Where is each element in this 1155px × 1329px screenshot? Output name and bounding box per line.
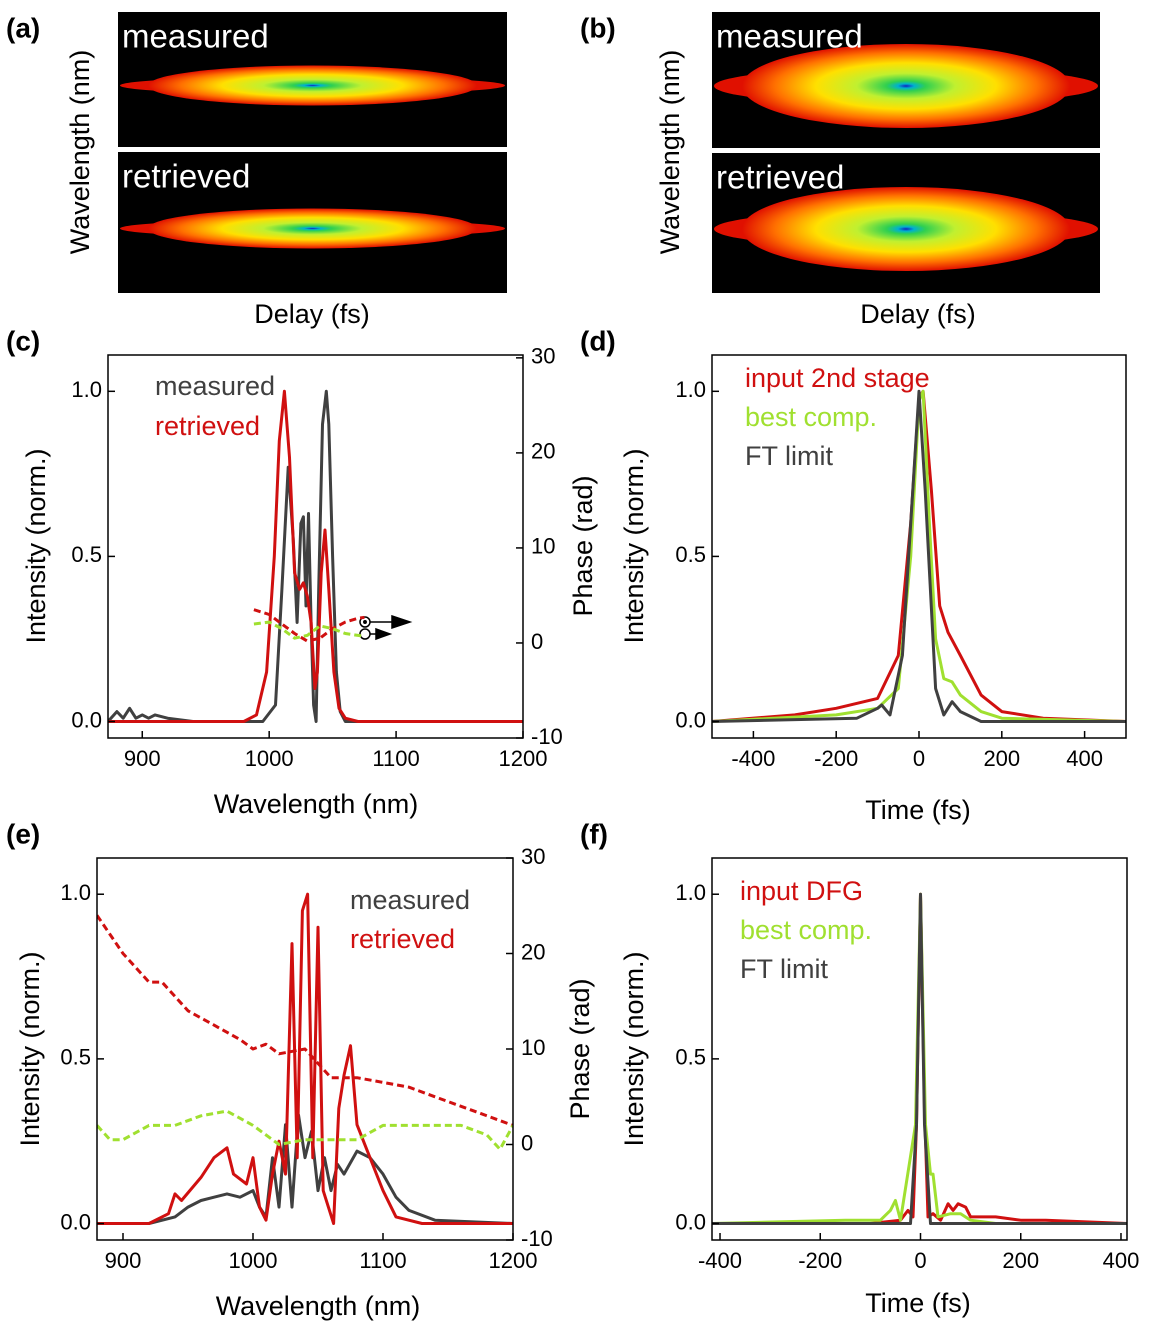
y-axis-label: Intensity (norm.) <box>21 448 51 643</box>
x-axis-label: Delay (fs) <box>860 299 976 329</box>
phase-annotation <box>359 614 413 641</box>
x-tick-label: 200 <box>1002 1248 1039 1273</box>
series-line <box>108 389 523 723</box>
legend-label: input 2nd stage <box>745 363 930 393</box>
legend-label: measured <box>350 885 470 915</box>
y-tick-label: 1.0 <box>71 377 102 402</box>
panel-label: (f) <box>580 818 608 849</box>
y2-tick-label: 0 <box>531 629 543 654</box>
plot-frame <box>711 857 1128 1241</box>
y2-tick-label: 10 <box>531 534 555 559</box>
x-tick-label: 900 <box>105 1248 142 1273</box>
y2-tick-label: 30 <box>531 344 555 369</box>
series-line <box>97 1113 513 1225</box>
x-tick-label: -400 <box>698 1248 742 1273</box>
x-tick-label: 1000 <box>245 746 294 771</box>
y-tick-label: 1.0 <box>60 880 91 905</box>
x-tick-label: 200 <box>983 746 1020 771</box>
legend-label: FT limit <box>745 441 833 471</box>
spectrogram-trace <box>742 187 1070 271</box>
legend-label: input DFG <box>740 876 863 906</box>
y-tick-label: 0.0 <box>675 1209 706 1234</box>
x-tick-label: 900 <box>124 746 161 771</box>
y2-tick-label: 30 <box>521 844 545 869</box>
y-tick-label: 0.5 <box>60 1045 91 1070</box>
x-tick-label: -200 <box>798 1248 842 1273</box>
spectrogram-trace <box>148 65 477 106</box>
x-tick-label: 400 <box>1103 1248 1140 1273</box>
panel-label: (e) <box>6 818 40 849</box>
series-line <box>712 389 1126 723</box>
panel-label: (a) <box>6 12 40 43</box>
y-axis-label: Wavelength (nm) <box>65 50 95 255</box>
plot-frame <box>107 354 524 739</box>
y-axis-label: Intensity (norm.) <box>15 951 45 1146</box>
panel-label: (d) <box>580 325 616 356</box>
y2-tick-label: 0 <box>521 1130 533 1155</box>
y-tick-label: 0.5 <box>675 542 706 567</box>
x-axis-label: Time (fs) <box>865 1288 970 1318</box>
x-tick-label: 0 <box>914 1248 926 1273</box>
x-axis-label: Wavelength (nm) <box>216 1291 421 1321</box>
series-line <box>712 389 1126 723</box>
spectrogram-trace <box>148 208 477 249</box>
legend-label: measured <box>155 371 275 401</box>
y2-axis-label: Phase (rad) <box>568 475 598 616</box>
series-line <box>97 1109 513 1151</box>
x-tick-label: 0 <box>913 746 925 771</box>
series-line <box>253 608 365 643</box>
panel-text: measured <box>716 18 863 55</box>
y2-tick-label: -10 <box>531 724 563 749</box>
x-tick-label: 1000 <box>229 1248 278 1273</box>
series-line <box>97 892 513 1225</box>
spectrogram-trace <box>742 44 1070 128</box>
series-line <box>253 620 365 640</box>
y2-tick-label: 20 <box>531 439 555 464</box>
y-tick-label: 0.0 <box>675 707 706 732</box>
y-axis-label: Intensity (norm.) <box>619 448 649 643</box>
legend-label: FT limit <box>740 954 828 984</box>
y-tick-label: 0.0 <box>71 707 102 732</box>
panel-text: retrieved <box>122 158 250 195</box>
series-line <box>712 892 1127 1225</box>
y-axis-label: Wavelength (nm) <box>655 50 685 255</box>
panel-text: retrieved <box>716 159 844 196</box>
legend-label: retrieved <box>350 924 455 954</box>
legend-label: best comp. <box>740 915 872 945</box>
y2-tick-label: -10 <box>521 1226 553 1251</box>
x-axis-label: Delay (fs) <box>254 299 370 329</box>
panel-label: (b) <box>580 12 616 43</box>
panel-label: (c) <box>6 325 40 356</box>
series-line <box>108 389 523 723</box>
y-tick-label: 0.0 <box>60 1209 91 1234</box>
panel-text: measured <box>122 18 269 55</box>
y2-axis-label: Phase (rad) <box>565 978 595 1119</box>
x-tick-label: 400 <box>1066 746 1103 771</box>
y-tick-label: 0.5 <box>71 542 102 567</box>
legend-label: retrieved <box>155 411 260 441</box>
x-axis-label: Time (fs) <box>865 795 970 825</box>
y-tick-label: 0.5 <box>675 1045 706 1070</box>
x-tick-label: 1200 <box>499 746 548 771</box>
legend-label: best comp. <box>745 402 877 432</box>
y2-tick-label: 10 <box>521 1035 545 1060</box>
x-axis-label: Wavelength (nm) <box>214 789 419 819</box>
x-tick-label: -200 <box>814 746 858 771</box>
series-line <box>712 389 1126 723</box>
x-tick-label: 1200 <box>489 1248 538 1273</box>
y-tick-label: 1.0 <box>675 377 706 402</box>
y-tick-label: 1.0 <box>675 880 706 905</box>
x-tick-label: 1100 <box>372 746 419 771</box>
series-line <box>97 914 513 1127</box>
x-tick-label: -400 <box>731 746 775 771</box>
x-tick-label: 1100 <box>359 1248 406 1273</box>
y-axis-label: Intensity (norm.) <box>619 951 649 1146</box>
y2-tick-label: 20 <box>521 939 545 964</box>
